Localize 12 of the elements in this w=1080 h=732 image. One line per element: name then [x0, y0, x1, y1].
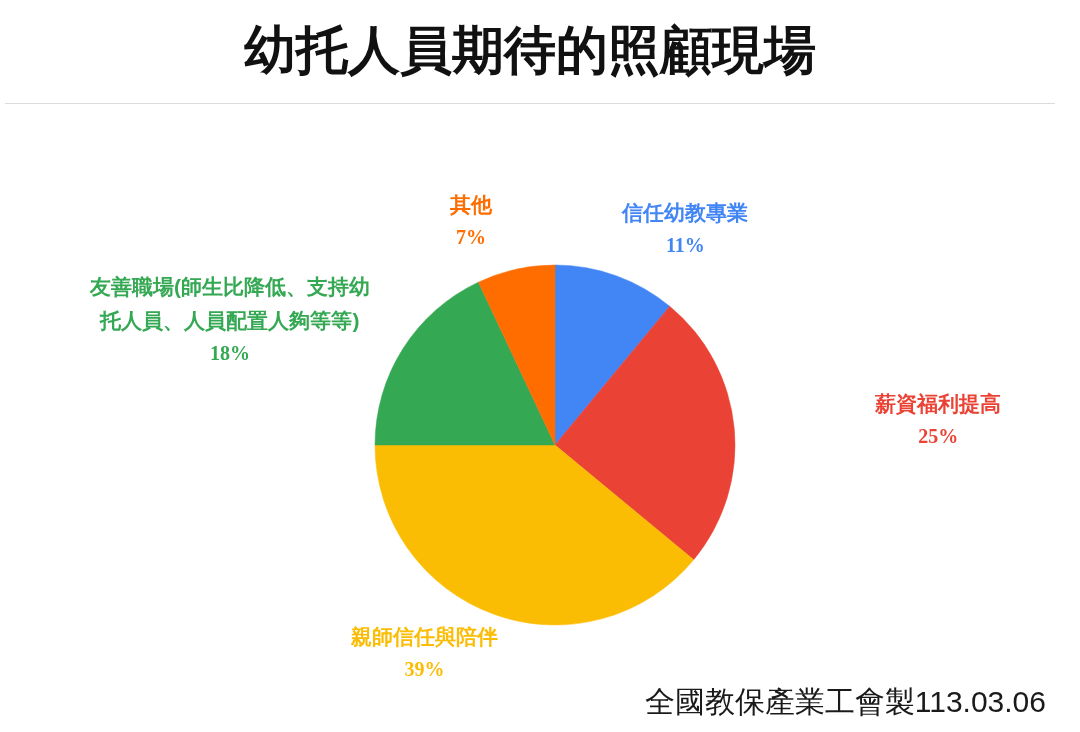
data-label: 11%	[664, 233, 706, 259]
chart-title: 幼托人員期待的照顧現場	[5, 0, 1055, 104]
slice-label: 信任幼教專業	[622, 200, 749, 227]
slice-label: 其他	[450, 192, 492, 219]
data-label: 7%	[455, 225, 487, 251]
slice-label: 友善職場(師生比降低、支持幼托人員、人員配置人夠等等)	[88, 274, 371, 335]
slice-label: 薪資福利提高	[875, 390, 1002, 417]
slice-label: 親師信任與陪伴	[351, 623, 499, 650]
data-label: 25%	[917, 423, 960, 449]
data-label: 18%	[208, 341, 251, 367]
data-label: 39%	[403, 656, 446, 682]
text: 全國教保產業工會製113.03.06	[644, 684, 1046, 720]
